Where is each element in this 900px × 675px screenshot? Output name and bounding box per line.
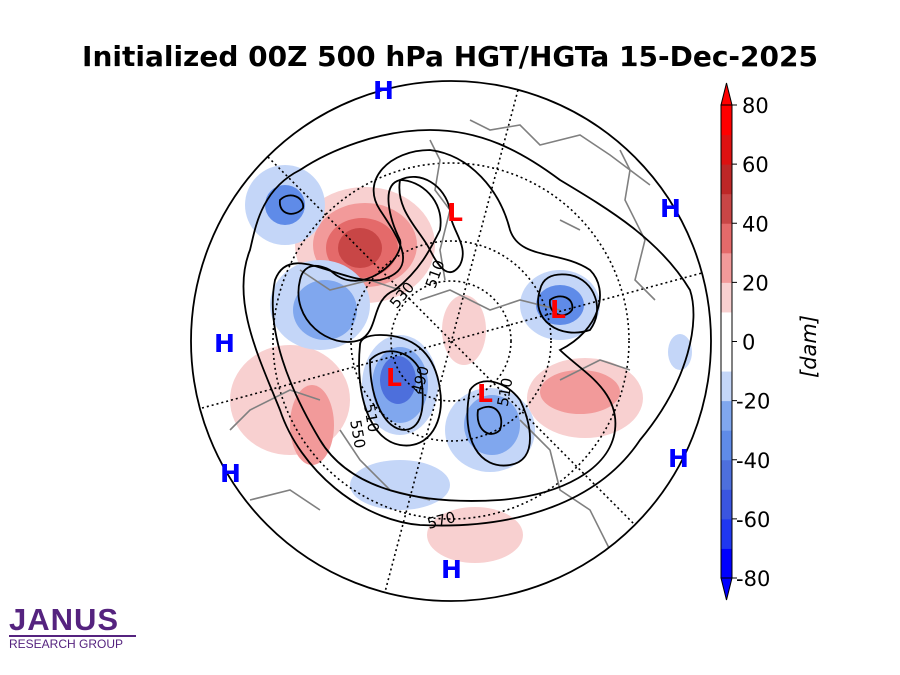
colorbar-tick-label: -20 bbox=[736, 390, 770, 414]
colorbar-bin bbox=[721, 341, 732, 372]
low-label: L bbox=[477, 379, 493, 408]
high-label: H bbox=[441, 555, 462, 584]
colorbar-bin bbox=[721, 252, 732, 283]
colorbar-tick-label: 20 bbox=[742, 271, 769, 295]
anomaly-positive bbox=[338, 228, 382, 268]
contour-510 bbox=[279, 175, 574, 435]
latitude-circle bbox=[272, 162, 630, 520]
map-boundary bbox=[190, 80, 712, 602]
colorbar-tick-label: -60 bbox=[736, 508, 770, 532]
anomaly-negative bbox=[380, 356, 416, 404]
meridian bbox=[267, 156, 636, 526]
contour-labels: 530 510 490 510 510 550 570 bbox=[346, 258, 516, 533]
contour-550 bbox=[271, 149, 617, 502]
colorbar-bin bbox=[721, 105, 732, 136]
anomaly-negative bbox=[265, 185, 305, 225]
latitude-circle bbox=[390, 280, 512, 402]
high-label: H bbox=[373, 76, 394, 105]
colorbar-extend-min bbox=[720, 577, 733, 601]
high-label: H bbox=[668, 444, 689, 473]
pressure-centers: H H H H H H L L L L bbox=[214, 76, 689, 584]
colorbar-bin bbox=[721, 371, 732, 402]
low-label: L bbox=[550, 295, 566, 324]
low-label: L bbox=[386, 363, 402, 392]
colorbar-tick-label: 40 bbox=[742, 212, 769, 236]
colorbar-extend-max bbox=[720, 82, 733, 106]
anomaly-positive bbox=[442, 295, 486, 365]
meridian bbox=[384, 89, 519, 593]
colorbar-label: [dam] bbox=[797, 315, 821, 378]
colorbar-tick-label: -80 bbox=[736, 567, 770, 591]
height-contours bbox=[242, 129, 695, 527]
colorbar-tick-label: -40 bbox=[736, 449, 770, 473]
contour-570 bbox=[242, 129, 695, 527]
colorbar-bin bbox=[721, 518, 732, 549]
graticule bbox=[201, 89, 703, 593]
contour-530 bbox=[297, 179, 598, 467]
colorbar-bin bbox=[721, 489, 732, 520]
colorbar-bin bbox=[721, 400, 732, 431]
colorbar-tick-label: 80 bbox=[742, 94, 769, 118]
contour-label: 510 bbox=[494, 376, 517, 407]
high-label: H bbox=[214, 329, 235, 358]
anomaly-negative bbox=[293, 280, 357, 340]
colorbar-bin bbox=[721, 311, 732, 342]
meridian bbox=[201, 272, 703, 409]
low-label: L bbox=[447, 198, 463, 227]
coastlines bbox=[229, 119, 656, 551]
colorbar-tick-label: 0 bbox=[742, 331, 755, 355]
colorbar-bin bbox=[721, 430, 732, 461]
high-label: H bbox=[220, 459, 241, 488]
high-label: H bbox=[660, 194, 681, 223]
map-title: Initialized 00Z 500 hPa HGT/HGTa 15-Dec-… bbox=[82, 40, 818, 73]
anomaly-positive bbox=[540, 370, 620, 414]
contour-label: 550 bbox=[346, 419, 369, 450]
anomaly-fill bbox=[230, 165, 692, 563]
janus-logo: JANUS RESEARCH GROUP bbox=[9, 602, 136, 651]
coastline bbox=[229, 119, 656, 551]
colorbar: 80 60 40 20 0 -20 -40 -60 -80 bbox=[720, 82, 770, 601]
contour-label: 510 bbox=[360, 402, 383, 433]
colorbar-bin bbox=[721, 134, 732, 165]
logo-subtitle: RESEARCH GROUP bbox=[9, 637, 124, 651]
colorbar-bin bbox=[721, 459, 732, 490]
colorbar-tick-label: 60 bbox=[742, 153, 769, 177]
colorbar-bin bbox=[721, 223, 732, 254]
logo-name: JANUS bbox=[9, 602, 120, 637]
colorbar-bin bbox=[721, 548, 732, 579]
colorbar-bin bbox=[721, 282, 732, 313]
anomaly-negative bbox=[350, 460, 450, 510]
colorbar-bin bbox=[721, 193, 732, 224]
colorbar-bin bbox=[721, 164, 732, 195]
latitude-circle bbox=[350, 240, 552, 442]
